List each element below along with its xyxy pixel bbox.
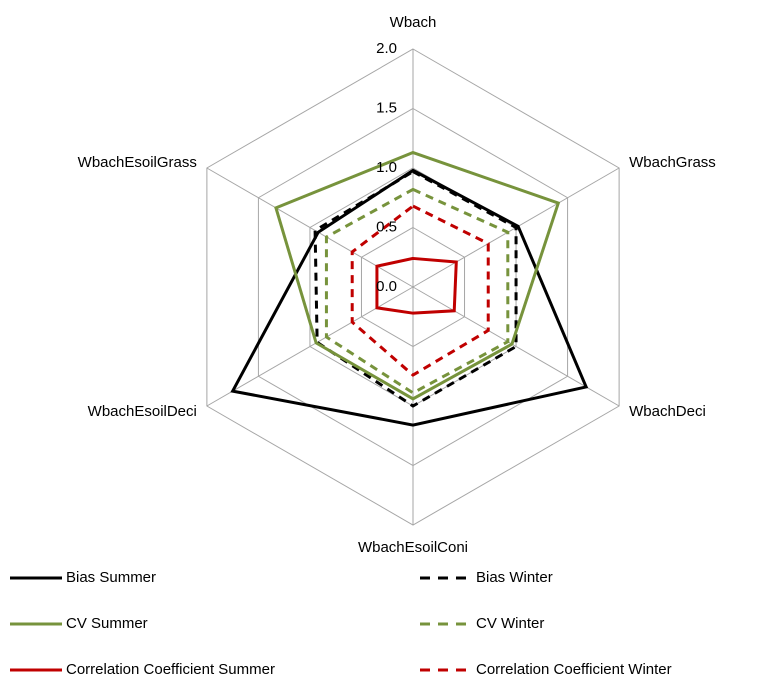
r-tick-label: 2.0: [376, 40, 397, 57]
series-line: [274, 150, 561, 401]
category-label: WbachEsoilConi: [358, 539, 468, 556]
legend-label: Bias Summer: [66, 569, 156, 586]
series-line: [375, 256, 458, 315]
legend-label: Correlation Coefficient Summer: [66, 661, 275, 677]
series-line: [313, 169, 518, 408]
r-tick-label: 1.0: [376, 159, 397, 176]
legend-label: Bias Winter: [476, 569, 553, 586]
legend-label: Correlation Coefficient Winter: [476, 661, 672, 677]
category-label: Wbach: [390, 14, 437, 31]
grid-ring: [206, 48, 620, 526]
category-label: WbachDeci: [629, 403, 706, 420]
category-label: WbachGrass: [629, 154, 716, 171]
grid-ring: [257, 107, 569, 467]
grid-ring: [360, 226, 466, 348]
series-line: [350, 204, 490, 377]
series-line: [324, 187, 510, 395]
legend-label: CV Winter: [476, 615, 544, 632]
r-tick-label: 0.0: [376, 278, 397, 295]
series-line: [230, 168, 589, 427]
legend-label: CV Summer: [66, 615, 148, 632]
r-tick-label: 0.5: [376, 218, 397, 235]
category-label: WbachEsoilDeci: [88, 403, 197, 420]
r-tick-label: 1.5: [376, 99, 397, 116]
category-label: WbachEsoilGrass: [78, 154, 197, 171]
